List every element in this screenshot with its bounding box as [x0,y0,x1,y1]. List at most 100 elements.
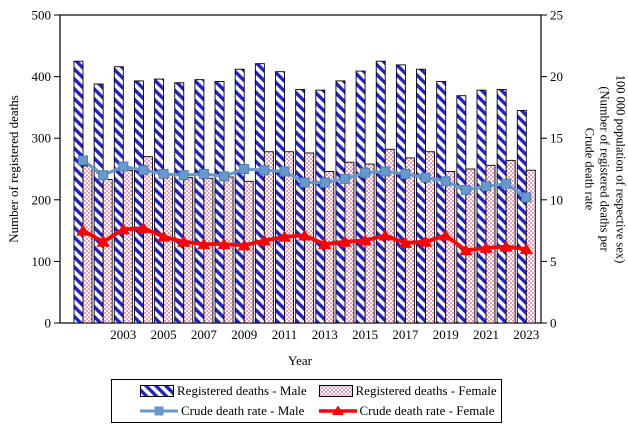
marker-square-male-2005 [158,168,169,179]
legend-label: Registered deaths - Male [177,383,307,398]
bar-female-2002 [102,179,113,324]
bar-female-2003 [122,169,133,324]
legend-swatch-bars-male-icon [140,385,174,397]
bar-male-2021 [476,89,487,324]
marker-square-male-2023 [521,192,532,203]
legend-item-registered-deaths-female: Registered deaths - Female [318,383,498,399]
bar-female-2007 [203,177,214,324]
bar-male-2019 [436,81,447,324]
marker-triangle-female-2014 [338,235,352,247]
marker-square-male-2006 [178,170,189,181]
crude-death-rate-female-line [76,221,533,256]
legend-item-crude-death-rate-female: Crude death rate - Female [318,403,498,419]
right-axis-title: Crude death rate (Number of registered d… [581,0,628,339]
x-tick-label: 2021 [473,327,499,342]
bar-male-2023 [516,110,527,324]
legend-label: Registered deaths - Female [355,383,497,398]
bar-male-2004 [133,80,144,324]
bar-male-2006 [174,82,185,324]
marker-triangle-female-2023 [519,242,533,255]
x-tick-label: 2007 [191,327,218,342]
left-axis-title: Number of registered deaths [5,95,21,243]
marker-square-male-2007 [198,168,209,179]
chart-legend: Registered deaths - Male Registered deat… [111,379,502,423]
marker-square-male-2014 [339,173,350,184]
x-tick-label: 2023 [513,327,539,342]
marker-triangle-female-2007 [197,237,211,250]
marker-triangle-female-2012 [298,229,312,241]
marker-square-male-2002 [98,170,109,181]
marker-square-male-2015 [360,167,371,178]
bar-female-2006 [183,177,194,324]
x-tick-label: 2009 [231,327,257,342]
bar-male-2009 [234,68,245,324]
marker-triangle-female-2013 [318,237,332,250]
x-tick-label: 2003 [110,327,136,342]
legend-item-registered-deaths-male: Registered deaths - Male [140,383,319,399]
left-axis-ticks: 0 100 200 300 400 500 [32,8,60,331]
right-tick-label: 20 [550,69,563,84]
x-axis-title: Year [288,352,312,368]
left-tick-label: 400 [32,69,52,84]
marker-triangle-female-2006 [177,235,191,247]
legend-item-crude-death-rate-male: Crude death rate - Male [140,403,319,419]
marker-triangle-female-2015 [358,234,372,246]
legend-swatch-bars-female-icon [318,385,353,397]
bar-male-2014 [335,80,346,324]
marker-triangle-female-2003 [116,223,130,235]
marker-square-male-2009 [239,164,250,174]
marker-square-male-2020 [460,184,471,195]
bar-male-2008 [214,81,225,324]
marker-triangle-female-2002 [96,235,110,247]
marker-triangle-female-2011 [277,230,292,242]
marker-square-male-2004 [138,165,149,176]
x-tick-label: 2013 [312,327,338,342]
x-tick-label: 2005 [151,327,177,342]
male-bars-group [73,60,527,324]
marker-square-male-2019 [440,176,451,187]
bar-male-2022 [496,89,507,324]
legend-label: Crude death rate - Male [181,403,305,418]
left-tick-label: 500 [32,8,52,23]
bar-male-2007 [194,79,205,324]
bar-male-2017 [395,64,406,324]
marker-triangle-female-2018 [418,235,433,247]
bar-male-2018 [416,68,426,324]
x-tick-label: 2015 [352,327,378,342]
marker-triangle-female-2004 [136,221,151,234]
bar-male-2016 [375,60,386,324]
right-tick-label: 5 [550,254,557,269]
bar-male-2001 [73,60,84,324]
bar-female-2008 [223,176,234,324]
marker-square-male-2016 [380,166,391,177]
marker-square-male-2001 [78,155,88,166]
right-axis-title-line2: (Number of registered deaths per [597,86,612,252]
bar-male-2020 [456,95,467,324]
bar-male-2011 [275,71,285,324]
marker-triangle-female-2005 [157,230,171,242]
right-tick-label: 15 [550,131,563,146]
bar-male-2002 [93,83,104,324]
bar-female-2009 [243,180,254,324]
x-tick-label: 2011 [272,327,298,342]
marker-square-male-2021 [481,181,491,192]
right-axis-title-line3: 100 000 population of respective sex) [613,74,628,264]
crude-death-rate-male-line [78,155,532,203]
bar-female-2019 [445,171,456,324]
bar-female-2001 [82,165,93,324]
marker-triangle-female-2020 [459,244,473,256]
marker-square-male-2012 [299,177,310,188]
x-tick-label: 2019 [433,327,459,342]
legend-swatch-line-female-icon [318,405,357,415]
bar-male-2003 [113,66,124,324]
marker-triangle-female-2001 [76,224,90,236]
right-tick-label: 10 [550,192,563,207]
marker-square-male-2018 [420,172,431,183]
marker-triangle-female-2022 [499,240,513,252]
left-tick-label: 0 [45,316,52,331]
marker-square-male-2017 [400,168,411,179]
bar-male-2013 [315,89,326,324]
x-tick-label: 2017 [392,327,419,342]
